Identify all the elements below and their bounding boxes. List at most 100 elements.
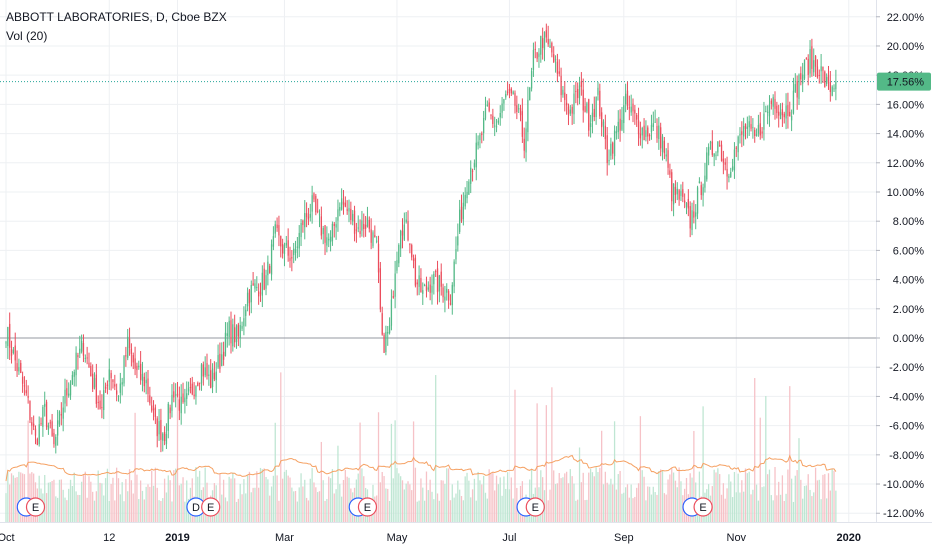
event-marker[interactable]	[201, 497, 221, 517]
candle	[195, 385, 197, 405]
candle	[346, 200, 348, 215]
volume-bar	[261, 469, 263, 522]
volume-bar	[335, 489, 337, 522]
volume-bar	[123, 501, 125, 522]
candle	[182, 382, 184, 404]
candle	[554, 55, 557, 73]
candle	[234, 314, 236, 348]
volume-bar	[385, 488, 387, 522]
x-tick-label: Sep	[614, 532, 634, 544]
event-marker-label: E	[699, 502, 706, 514]
y-tick-label: 12.00%	[887, 158, 925, 170]
volume-bar	[829, 490, 831, 522]
candle	[516, 95, 518, 120]
volume-bar	[473, 478, 476, 522]
volume-bar	[652, 486, 654, 522]
candle	[283, 242, 286, 267]
event-marker-label: E	[32, 502, 39, 514]
symbol-title[interactable]: ABBOTT LABORATORIES, D, Cboe BZX	[6, 10, 227, 24]
candle	[25, 379, 27, 396]
volume-bar	[173, 470, 175, 522]
volume-moving-average-line	[5, 454, 837, 482]
y-tick-label: 16.00%	[887, 99, 925, 111]
candle	[317, 198, 319, 214]
candle	[296, 237, 299, 259]
candle	[689, 201, 691, 238]
volume-bar	[818, 479, 820, 522]
volume-bar	[178, 485, 180, 522]
candle	[626, 81, 629, 110]
volume-bar	[55, 496, 57, 522]
candle	[695, 204, 697, 230]
candle	[479, 132, 481, 149]
volume-bar	[610, 478, 612, 522]
candle	[602, 119, 605, 137]
volume-bar	[599, 467, 601, 522]
volume-bar	[645, 500, 647, 522]
volume-bar	[468, 480, 470, 522]
candle	[663, 136, 666, 160]
candle	[20, 360, 22, 374]
volume-bar	[396, 468, 398, 522]
candle	[512, 90, 514, 95]
volume-bar	[167, 475, 169, 522]
volume-bar	[379, 482, 382, 522]
volume-bar	[630, 484, 632, 522]
candle	[766, 105, 769, 125]
candle	[824, 70, 826, 88]
volume-bar	[580, 482, 583, 522]
candle	[615, 126, 618, 140]
x-tick-label: Nov	[727, 532, 747, 544]
candle	[93, 372, 96, 390]
volume-bar	[715, 472, 717, 522]
event-marker[interactable]	[357, 497, 378, 517]
candle	[543, 31, 546, 62]
volume-bar	[562, 477, 564, 522]
candle	[33, 415, 35, 431]
volume-bar	[237, 498, 240, 522]
volume-bar	[794, 475, 796, 522]
candle	[506, 81, 509, 96]
candle	[527, 86, 529, 142]
volume-bar	[329, 478, 332, 522]
volume-bars	[5, 372, 837, 522]
volume-bar	[779, 494, 782, 522]
candle	[34, 425, 37, 445]
candle	[523, 127, 525, 159]
volume-bar	[160, 501, 162, 522]
candle	[71, 371, 74, 386]
volume-bar	[130, 480, 133, 522]
candle	[55, 434, 57, 454]
volume-bar	[270, 486, 273, 522]
candle	[505, 90, 507, 100]
volume-bar	[648, 486, 651, 522]
volume-bar	[676, 487, 678, 522]
event-marker[interactable]	[525, 497, 545, 517]
volume-bar	[623, 492, 625, 522]
candle	[698, 177, 701, 184]
volume-bar	[128, 469, 131, 522]
candle	[558, 59, 560, 77]
candle	[724, 158, 726, 171]
volume-bar	[608, 484, 610, 522]
candle	[311, 185, 313, 224]
candle	[110, 370, 112, 391]
event-marker[interactable]	[693, 497, 713, 517]
volume-indicator-label[interactable]: Vol (20)	[6, 29, 48, 43]
candle	[508, 83, 511, 99]
candle	[606, 127, 608, 176]
candle	[652, 111, 654, 131]
candle	[503, 98, 505, 111]
candle	[779, 103, 782, 120]
candle	[261, 265, 263, 308]
volume-bar	[547, 500, 549, 522]
candle	[658, 116, 660, 150]
volume-bar	[20, 472, 22, 522]
candle	[307, 207, 310, 226]
y-tick-label: 4.00%	[893, 275, 924, 287]
time-axis[interactable]: Oct 12 2019 Mar May Jul Sep Nov 2020	[0, 532, 861, 544]
event-marker[interactable]	[25, 497, 46, 517]
candle	[219, 342, 221, 373]
